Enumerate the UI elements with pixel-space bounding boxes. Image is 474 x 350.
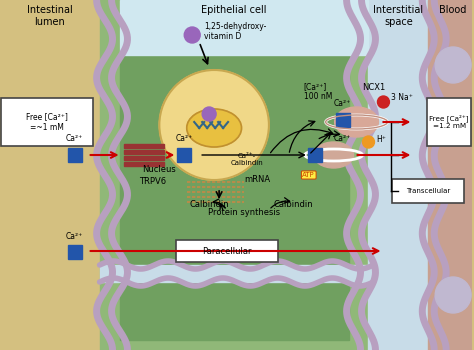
Text: TRPV6: TRPV6 bbox=[139, 177, 166, 186]
Text: Protein synthesis: Protein synthesis bbox=[208, 208, 280, 217]
Text: Ca²⁺: Ca²⁺ bbox=[334, 99, 351, 108]
Bar bbox=[100, 0, 368, 350]
Circle shape bbox=[184, 27, 200, 43]
Bar bbox=[125, 162, 164, 166]
Text: NCX1: NCX1 bbox=[362, 83, 385, 92]
Bar bbox=[368, 0, 428, 350]
Circle shape bbox=[435, 277, 471, 313]
Bar bbox=[336, 113, 349, 127]
Text: ATP: ATP bbox=[302, 172, 315, 178]
Bar bbox=[68, 245, 82, 259]
Bar bbox=[0, 0, 100, 350]
Ellipse shape bbox=[187, 109, 242, 147]
Bar bbox=[125, 150, 164, 154]
Text: [Ca²⁺]
100 nM: [Ca²⁺] 100 nM bbox=[304, 82, 332, 102]
Text: Calbindin: Calbindin bbox=[274, 200, 314, 209]
FancyBboxPatch shape bbox=[176, 240, 278, 262]
Text: Free [Ca²⁺]
=1.2 mM: Free [Ca²⁺] =1.2 mM bbox=[429, 115, 469, 130]
Text: 1,25-dehydroxy-
vitamin D: 1,25-dehydroxy- vitamin D bbox=[204, 22, 266, 41]
FancyBboxPatch shape bbox=[1, 98, 92, 146]
Circle shape bbox=[435, 47, 471, 83]
Ellipse shape bbox=[159, 70, 269, 180]
Text: Ca²⁺: Ca²⁺ bbox=[334, 134, 351, 143]
Text: Paracellular: Paracellular bbox=[202, 246, 252, 256]
Circle shape bbox=[377, 96, 390, 108]
Text: H⁺: H⁺ bbox=[376, 135, 386, 145]
Text: Ca²⁺: Ca²⁺ bbox=[176, 134, 193, 143]
Text: mRNA: mRNA bbox=[244, 175, 270, 184]
Bar bbox=[177, 148, 191, 162]
Bar bbox=[125, 144, 164, 148]
Circle shape bbox=[363, 136, 374, 148]
Bar bbox=[125, 156, 164, 160]
Text: Transcellular: Transcellular bbox=[406, 188, 450, 194]
Bar bbox=[119, 0, 368, 55]
FancyBboxPatch shape bbox=[427, 98, 471, 146]
Text: Epithelial cell: Epithelial cell bbox=[201, 5, 267, 15]
Text: Intestinal
lumen: Intestinal lumen bbox=[27, 5, 73, 27]
Circle shape bbox=[202, 107, 216, 121]
Text: Ca²⁺-
Calbindin: Ca²⁺- Calbindin bbox=[231, 153, 264, 166]
Bar bbox=[428, 0, 472, 350]
FancyBboxPatch shape bbox=[392, 179, 464, 203]
Text: Blood: Blood bbox=[439, 5, 467, 15]
Text: Free [Ca²⁺]
=~1 mM: Free [Ca²⁺] =~1 mM bbox=[26, 112, 68, 132]
Bar bbox=[119, 10, 348, 340]
Ellipse shape bbox=[314, 142, 354, 168]
Bar bbox=[68, 148, 82, 162]
Text: Ca²⁺: Ca²⁺ bbox=[66, 232, 83, 241]
Text: Interstitial
space: Interstitial space bbox=[374, 5, 423, 27]
Text: Ca²⁺: Ca²⁺ bbox=[66, 134, 83, 143]
Bar bbox=[308, 148, 322, 162]
Text: Calbindin: Calbindin bbox=[189, 200, 229, 209]
Ellipse shape bbox=[335, 107, 378, 137]
Text: Nucleus: Nucleus bbox=[143, 165, 176, 174]
Bar bbox=[100, 265, 378, 282]
Text: 3 Na⁺: 3 Na⁺ bbox=[392, 92, 413, 102]
